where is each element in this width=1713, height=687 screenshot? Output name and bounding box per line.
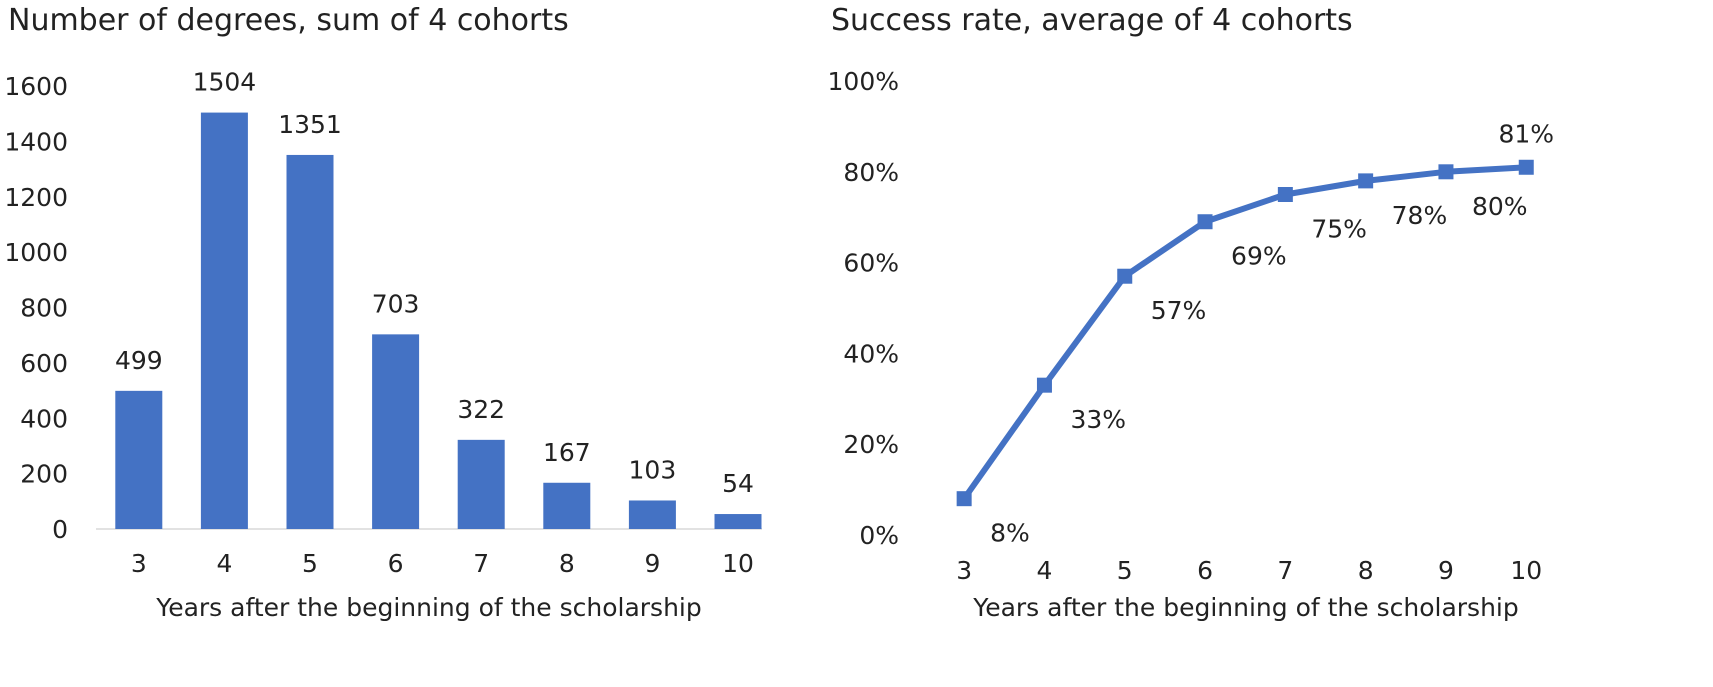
line-x-tick-label: 4 bbox=[1036, 556, 1052, 585]
line-x-tick-label: 9 bbox=[1438, 556, 1454, 585]
bar-3 bbox=[115, 390, 163, 529]
bar-x-axis-title: Years after the beginning of the scholar… bbox=[155, 593, 701, 622]
bar-x-tick-label: 8 bbox=[559, 549, 575, 578]
line-x-axis-title: Years after the beginning of the scholar… bbox=[972, 593, 1518, 622]
line-x-tick-label: 6 bbox=[1197, 556, 1213, 585]
line-point-7 bbox=[1277, 187, 1293, 202]
bar-x-tick-label: 3 bbox=[131, 549, 147, 578]
bar-y-tick-label: 1200 bbox=[4, 183, 68, 212]
bar-data-label: 322 bbox=[457, 395, 505, 424]
line-point-6 bbox=[1197, 214, 1213, 230]
line-x-tick-label: 7 bbox=[1277, 556, 1293, 585]
line-data-label: 8% bbox=[990, 519, 1030, 548]
bar-y-tick-label: 800 bbox=[20, 294, 68, 323]
line-y-tick-label: 40% bbox=[843, 339, 899, 368]
line-data-label: 81% bbox=[1498, 119, 1554, 148]
line-y-tick-label: 80% bbox=[843, 158, 899, 187]
bar-x-tick-label: 6 bbox=[388, 549, 404, 578]
line-point-5 bbox=[1117, 268, 1133, 284]
bar-y-tick-label: 400 bbox=[20, 404, 68, 433]
line-point-3 bbox=[956, 491, 972, 507]
line-point-10 bbox=[1518, 159, 1534, 175]
bar-y-tick-label: 600 bbox=[20, 349, 68, 378]
bar-data-labels: 499 1504 1351 703 322 167 103 54 bbox=[115, 68, 754, 498]
bar-x-tick-label: 4 bbox=[216, 549, 232, 578]
bar-7 bbox=[457, 439, 505, 529]
bar-y-tick-label: 1000 bbox=[4, 238, 68, 267]
bar-y-tick-label: 200 bbox=[20, 460, 68, 489]
line-y-tick-label: 0% bbox=[859, 521, 899, 550]
line-data-label: 57% bbox=[1151, 296, 1207, 325]
line-y-axis: 0% 20% 40% 60% 80% 100% bbox=[828, 67, 899, 550]
line-markers bbox=[956, 159, 1534, 507]
bar-x-tick-label: 5 bbox=[302, 549, 318, 578]
bar-data-label: 703 bbox=[372, 289, 420, 318]
line-y-tick-label: 100% bbox=[828, 67, 899, 96]
line-data-label: 78% bbox=[1392, 201, 1448, 230]
line-data-label: 69% bbox=[1231, 242, 1287, 271]
line-chart-panel: Success rate, average of 4 cohorts 0% 20%… bbox=[828, 3, 1555, 622]
line-point-8 bbox=[1358, 173, 1374, 189]
line-point-9 bbox=[1438, 164, 1454, 180]
line-data-label: 75% bbox=[1311, 215, 1367, 244]
line-y-tick-label: 20% bbox=[843, 430, 899, 459]
bar-y-tick-label: 1600 bbox=[4, 72, 68, 101]
line-data-labels: 8% 33% 57% 69% 75% 78% 80% 81% bbox=[990, 119, 1554, 547]
bar-5 bbox=[286, 154, 334, 529]
bar-x-axis: 3 4 5 6 7 8 9 10 bbox=[131, 549, 754, 578]
bar-data-label: 499 bbox=[115, 346, 163, 375]
line-x-tick-label: 10 bbox=[1510, 556, 1542, 585]
line-y-tick-label: 60% bbox=[843, 249, 899, 278]
bar-9 bbox=[628, 500, 676, 529]
line-x-tick-label: 3 bbox=[956, 556, 972, 585]
line-chart-title: Success rate, average of 4 cohorts bbox=[831, 3, 1353, 38]
bar-chart-title: Number of degrees, sum of 4 cohorts bbox=[8, 3, 569, 38]
line-x-tick-label: 5 bbox=[1117, 556, 1133, 585]
line-data-label: 80% bbox=[1472, 192, 1528, 221]
bar-data-label: 1351 bbox=[278, 110, 342, 139]
bar-data-label: 103 bbox=[629, 455, 677, 484]
bar-series bbox=[115, 112, 762, 529]
line-point-4 bbox=[1036, 377, 1052, 393]
bar-data-label: 54 bbox=[722, 469, 754, 498]
bar-data-label: 1504 bbox=[193, 68, 257, 97]
bar-x-tick-label: 10 bbox=[722, 549, 754, 578]
line-x-axis: 3 4 5 6 7 8 9 10 bbox=[956, 556, 1542, 585]
bar-y-tick-label: 0 bbox=[52, 515, 68, 544]
bar-8 bbox=[543, 482, 591, 529]
bar-4 bbox=[200, 112, 248, 529]
bar-data-label: 167 bbox=[543, 438, 591, 467]
success-rate-line bbox=[961, 164, 1530, 502]
line-x-tick-label: 8 bbox=[1358, 556, 1374, 585]
bar-y-axis: 0 200 400 600 800 1000 1200 1400 1600 bbox=[4, 72, 68, 544]
bar-y-tick-label: 1400 bbox=[4, 127, 68, 156]
bar-chart-panel: Number of degrees, sum of 4 cohorts 0 200… bbox=[4, 3, 762, 622]
bar-x-tick-label: 9 bbox=[644, 549, 660, 578]
line-data-label: 33% bbox=[1070, 405, 1126, 434]
bar-x-tick-label: 7 bbox=[473, 549, 489, 578]
bar-6 bbox=[372, 334, 420, 529]
bar-10 bbox=[714, 514, 762, 529]
